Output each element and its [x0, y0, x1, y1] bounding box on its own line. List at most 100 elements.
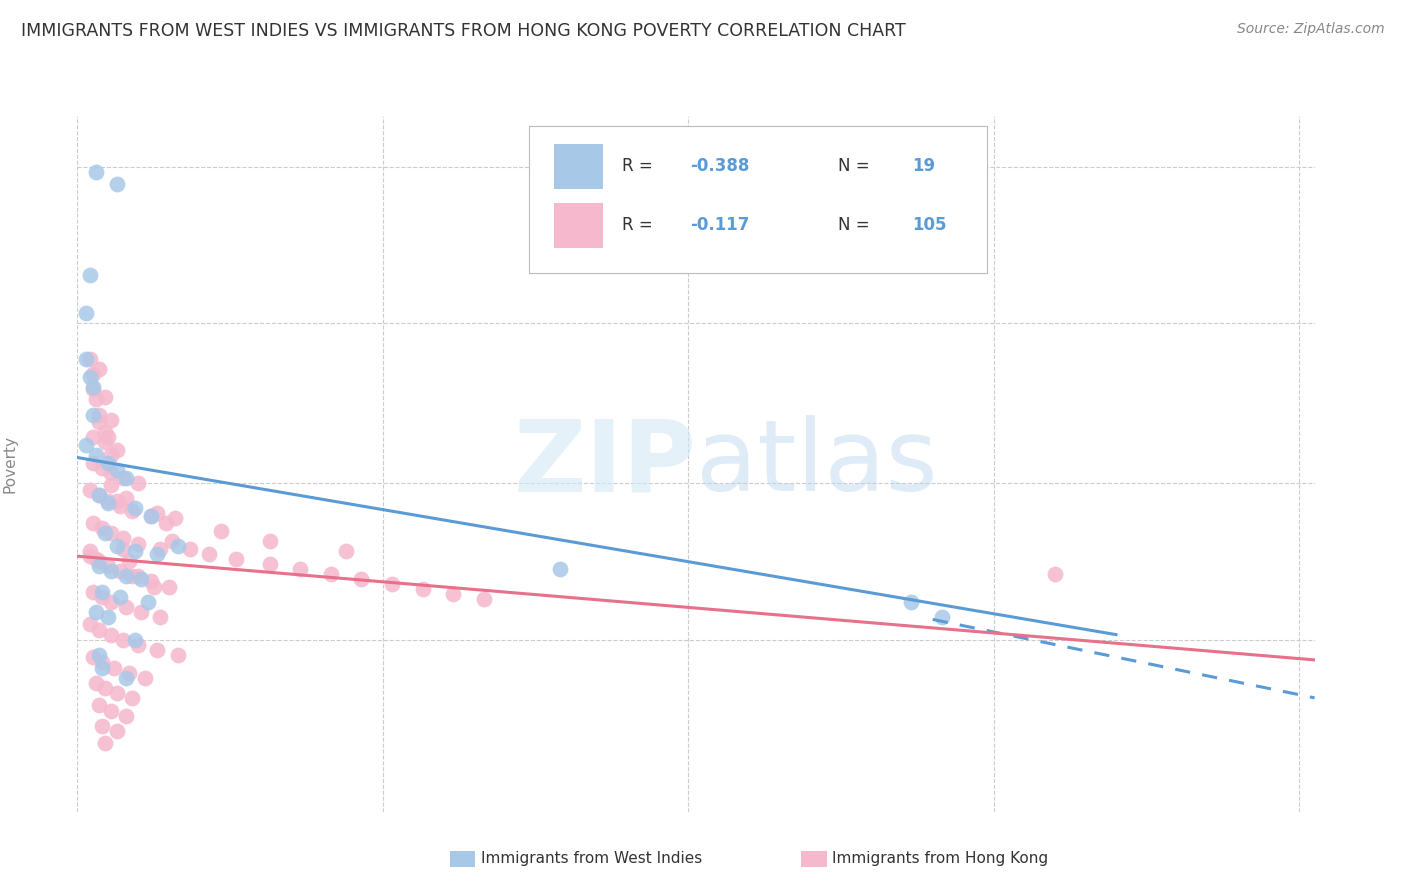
Point — [105, 178, 128, 192]
Point — [179, 541, 201, 556]
Point — [225, 551, 247, 566]
Point — [1043, 566, 1066, 581]
Point — [94, 681, 117, 695]
Point — [97, 456, 120, 470]
Point — [90, 656, 112, 670]
Point — [118, 554, 141, 568]
Point — [82, 456, 104, 470]
FancyBboxPatch shape — [554, 144, 603, 189]
Point — [84, 605, 107, 619]
Point — [76, 306, 98, 320]
Point — [79, 351, 101, 366]
Point — [160, 534, 183, 549]
Point — [97, 559, 120, 574]
Text: IMMIGRANTS FROM WEST INDIES VS IMMIGRANTS FROM HONG KONG POVERTY CORRELATION CHA: IMMIGRANTS FROM WEST INDIES VS IMMIGRANT… — [21, 22, 905, 40]
Point — [381, 577, 404, 591]
Point — [100, 704, 122, 718]
Point — [108, 565, 131, 579]
Text: atlas: atlas — [696, 416, 938, 512]
Point — [82, 430, 104, 444]
Point — [105, 442, 128, 457]
Point — [100, 466, 122, 480]
Point — [167, 648, 190, 662]
Point — [94, 736, 117, 750]
Point — [548, 562, 571, 576]
Point — [335, 544, 357, 558]
Point — [100, 412, 122, 426]
Point — [87, 554, 110, 568]
Text: Source: ZipAtlas.com: Source: ZipAtlas.com — [1237, 22, 1385, 37]
Point — [127, 475, 149, 490]
Point — [87, 408, 110, 422]
Point — [84, 551, 107, 566]
Point — [127, 638, 149, 652]
Point — [131, 605, 153, 619]
Point — [155, 516, 177, 531]
Point — [259, 557, 281, 571]
Point — [97, 496, 120, 510]
Point — [108, 499, 131, 513]
Point — [121, 690, 143, 705]
Point — [82, 650, 104, 665]
Text: 19: 19 — [912, 157, 935, 175]
Point — [157, 580, 180, 594]
Text: N =: N = — [838, 216, 875, 235]
Point — [84, 164, 107, 178]
Point — [100, 526, 122, 541]
Point — [124, 544, 146, 558]
Point — [103, 660, 125, 674]
Point — [97, 610, 120, 624]
Point — [118, 665, 141, 680]
Point — [97, 493, 120, 508]
Point — [82, 367, 104, 381]
Point — [100, 565, 122, 579]
Point — [105, 463, 128, 477]
Text: -0.117: -0.117 — [690, 216, 749, 235]
Point — [87, 559, 110, 574]
Point — [115, 671, 138, 685]
Point — [441, 587, 464, 601]
Point — [139, 508, 162, 523]
Point — [112, 632, 135, 647]
Point — [112, 532, 135, 546]
Point — [167, 539, 190, 553]
Point — [94, 435, 117, 450]
Point — [87, 698, 110, 713]
Point — [82, 516, 104, 531]
Point — [87, 623, 110, 637]
Point — [84, 392, 107, 407]
Point — [121, 569, 143, 583]
Point — [84, 675, 107, 690]
Point — [87, 648, 110, 662]
Point — [145, 547, 167, 561]
Text: Immigrants from West Indies: Immigrants from West Indies — [481, 851, 702, 865]
Point — [259, 534, 281, 549]
Point — [105, 493, 128, 508]
Text: R =: R = — [621, 216, 658, 235]
Point — [79, 369, 101, 384]
Point — [139, 508, 162, 523]
Point — [79, 544, 101, 558]
Point — [145, 642, 167, 657]
Point — [105, 686, 128, 700]
Point — [82, 408, 104, 422]
Point — [115, 471, 138, 485]
Point — [76, 351, 98, 366]
Point — [90, 521, 112, 535]
Point — [209, 524, 232, 538]
Text: R =: R = — [621, 157, 658, 175]
Point — [136, 595, 159, 609]
Point — [90, 584, 112, 599]
Point — [149, 610, 172, 624]
Point — [900, 595, 922, 609]
Text: -0.388: -0.388 — [690, 157, 749, 175]
Point — [127, 569, 149, 583]
Point — [87, 415, 110, 429]
Text: □: □ — [801, 848, 820, 868]
Point — [100, 448, 122, 462]
Point — [112, 541, 135, 556]
Point — [84, 448, 107, 462]
FancyBboxPatch shape — [554, 203, 603, 248]
Point — [165, 511, 187, 525]
Text: 105: 105 — [912, 216, 948, 235]
